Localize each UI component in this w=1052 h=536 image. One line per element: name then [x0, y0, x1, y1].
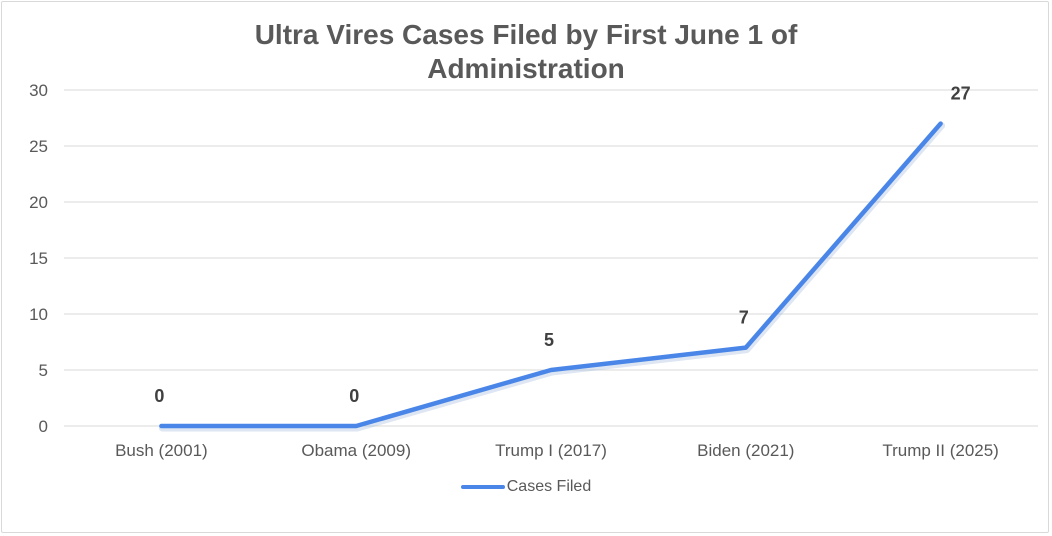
data-label: 5	[544, 330, 554, 350]
series-line	[159, 121, 943, 429]
data-point	[160, 425, 162, 427]
x-tick-label: Trump II (2025)	[882, 441, 999, 460]
y-tick-label: 5	[39, 361, 48, 380]
x-tick-label: Trump I (2017)	[495, 441, 607, 460]
y-tick-label: 0	[39, 417, 48, 436]
y-tick-label: 10	[29, 305, 48, 324]
y-tick-label: 20	[29, 193, 48, 212]
data-label: 7	[739, 308, 749, 328]
data-point	[550, 369, 552, 371]
data-point	[940, 123, 942, 125]
y-tick-label: 25	[29, 137, 48, 156]
y-tick-label: 30	[29, 81, 48, 100]
gridlines	[64, 89, 1038, 427]
x-tick-label: Obama (2009)	[301, 441, 411, 460]
legend-swatch	[460, 484, 505, 489]
data-label: 0	[154, 386, 164, 406]
series-line-shadow	[158, 122, 946, 432]
chart-title-line-1: Ultra Vires Cases Filed by First June 1 …	[254, 19, 798, 50]
x-tick-label: Bush (2001)	[115, 441, 208, 460]
data-label: 27	[951, 84, 971, 104]
x-tick-label: Biden (2021)	[697, 441, 794, 460]
data-point	[745, 347, 747, 349]
y-tick-label: 15	[29, 249, 48, 268]
data-labels: 0 0 5 7 27	[154, 84, 970, 406]
data-label: 0	[349, 386, 359, 406]
legend-label: Cases Filed	[506, 478, 592, 495]
legend: Cases Filed	[0, 478, 1052, 496]
chart-title: Ultra Vires Cases Filed by First June 1 …	[0, 18, 1052, 86]
chart-title-line-2: Administration	[427, 53, 625, 84]
series-layer	[158, 121, 946, 432]
data-point	[355, 425, 357, 427]
y-axis-ticks: 0 5 10 15 20 25 30	[29, 81, 48, 436]
x-axis-ticks: Bush (2001) Obama (2009) Trump I (2017) Bid…	[115, 441, 999, 460]
